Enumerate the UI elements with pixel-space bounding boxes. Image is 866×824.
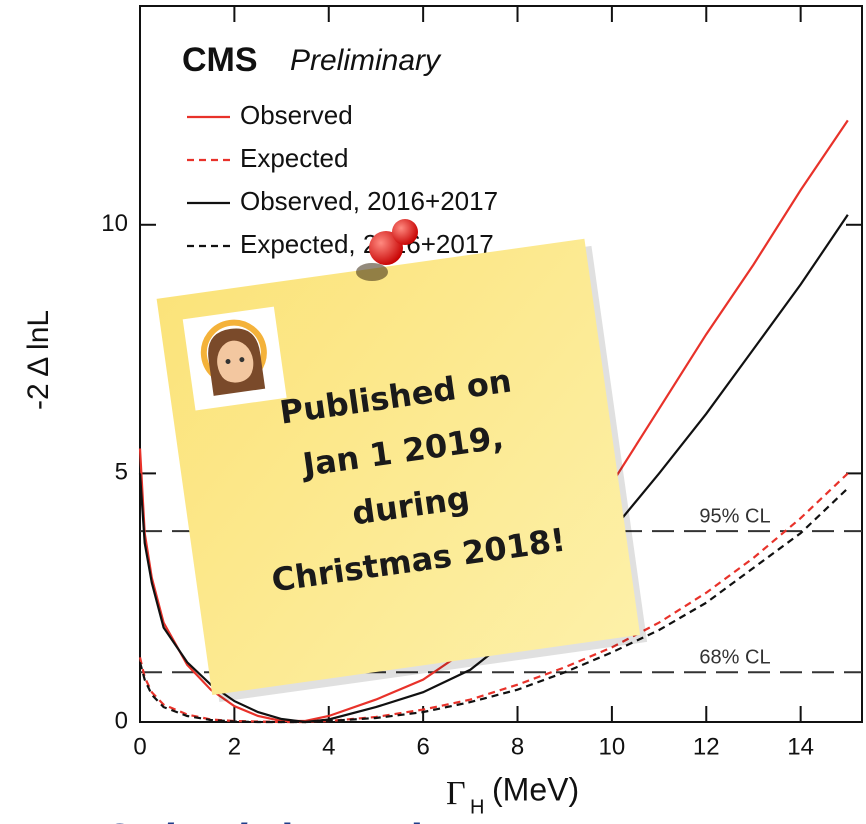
- reference-label: 68% CL: [699, 647, 770, 669]
- series-line: [138, 487, 849, 724]
- x-tick-label: 10: [599, 733, 626, 760]
- chart-subtitle: Preliminary: [290, 44, 442, 77]
- eye: [225, 359, 231, 365]
- legend-label: Expected: [240, 143, 348, 173]
- x-axis-label: Γ H (MeV): [446, 771, 579, 818]
- reference-label: 95% CL: [699, 505, 770, 527]
- x-tick-label: 0: [133, 733, 146, 760]
- plot-area: 0 5 10 0 2 4 6 8 10 12 14 95% CL 68% CL Observed Expec…: [101, 5, 863, 760]
- plot-frame: [139, 5, 863, 723]
- pin-shadow: [356, 263, 388, 281]
- x-label-unit: (MeV): [492, 771, 579, 807]
- x-tick-label: 8: [511, 733, 524, 760]
- x-tick-label: 12: [693, 733, 720, 760]
- legend-label: Expected, 2016+2017: [240, 229, 494, 259]
- y-tick-label: 0: [115, 707, 128, 734]
- y-axis-label: -2 Δ lnL: [22, 310, 55, 410]
- x-tick-label: 14: [787, 733, 814, 760]
- footer-italic: Only 4l: [100, 815, 247, 824]
- footer: Only 4l channel: [100, 815, 423, 824]
- y-tick-label: 10: [101, 210, 128, 237]
- x-tick-label: 6: [416, 733, 429, 760]
- footer-rest: channel: [257, 815, 423, 824]
- chart-title: CMS: [182, 41, 258, 79]
- pin-head: [392, 219, 418, 245]
- x-label-symbol: Γ: [446, 775, 466, 812]
- pushpin: [356, 219, 418, 281]
- beard: [218, 367, 255, 387]
- series-line: [138, 214, 849, 724]
- avatar: [182, 306, 287, 411]
- y-tick-label: 5: [115, 459, 128, 486]
- legend-label: Observed, 2016+2017: [240, 186, 498, 216]
- eye: [239, 357, 245, 363]
- face: [217, 340, 254, 385]
- x-label-subscript: H: [470, 796, 484, 818]
- legend-label: Observed: [240, 100, 353, 130]
- x-tick-label: 2: [228, 733, 241, 760]
- x-tick-label: 4: [322, 733, 335, 760]
